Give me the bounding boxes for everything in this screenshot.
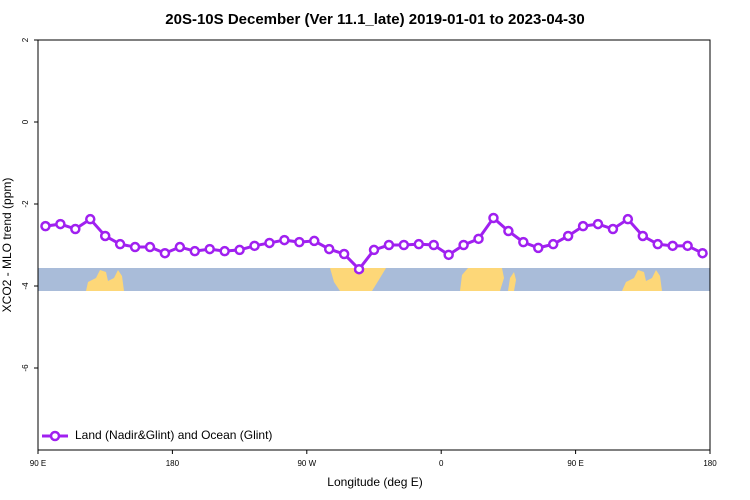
land-ocean-strip bbox=[38, 268, 710, 291]
point bbox=[85, 213, 96, 225]
x-tick-label: 180 bbox=[166, 459, 180, 468]
legend-marker bbox=[49, 430, 61, 442]
x-tick-label: 90 E bbox=[30, 459, 46, 468]
point bbox=[488, 212, 499, 224]
x-tick-label: 90 W bbox=[297, 459, 316, 468]
point bbox=[323, 243, 335, 255]
x-tick-label: 90 E bbox=[567, 459, 583, 468]
point bbox=[144, 241, 156, 253]
point bbox=[577, 220, 589, 232]
point bbox=[667, 240, 678, 252]
point bbox=[129, 241, 141, 253]
point bbox=[473, 233, 484, 245]
point bbox=[114, 238, 126, 250]
y-tick-label: -2 bbox=[21, 200, 30, 208]
point bbox=[159, 247, 171, 259]
point bbox=[622, 213, 634, 225]
chart-title: 20S-10S December (Ver 11.1_late) 2019-01… bbox=[165, 11, 584, 28]
point bbox=[398, 239, 410, 251]
y-tick-label: 0 bbox=[21, 119, 30, 124]
point bbox=[428, 239, 439, 251]
point bbox=[562, 230, 574, 242]
point bbox=[413, 238, 425, 250]
point bbox=[353, 263, 365, 275]
y-tick-label: 2 bbox=[21, 37, 30, 42]
point bbox=[234, 244, 245, 256]
x-axis-label: Longitude (deg E) bbox=[327, 475, 422, 489]
point bbox=[503, 225, 514, 237]
point bbox=[189, 245, 201, 257]
point bbox=[249, 240, 260, 252]
plot-frame bbox=[37, 39, 711, 451]
point bbox=[99, 230, 111, 242]
point bbox=[533, 242, 544, 254]
point bbox=[697, 247, 708, 259]
point bbox=[592, 218, 604, 230]
point bbox=[547, 238, 559, 250]
y-axis-label: XCO2 - MLO trend (ppm) bbox=[0, 178, 14, 313]
point bbox=[607, 223, 619, 235]
y-tick-label: -6 bbox=[21, 364, 30, 372]
x-tick-label: 180 bbox=[703, 459, 717, 468]
point bbox=[219, 245, 230, 257]
point bbox=[40, 220, 51, 232]
point bbox=[518, 236, 529, 248]
point bbox=[338, 248, 350, 260]
point bbox=[264, 237, 275, 249]
point bbox=[458, 239, 469, 251]
point bbox=[652, 238, 663, 250]
point bbox=[682, 240, 693, 252]
x-tick-label: 0 bbox=[439, 459, 444, 468]
point bbox=[70, 223, 81, 235]
series-line bbox=[45, 215, 704, 272]
point bbox=[55, 218, 66, 230]
point bbox=[368, 244, 380, 256]
point bbox=[637, 230, 649, 242]
point bbox=[279, 234, 290, 246]
point bbox=[443, 249, 454, 261]
y-tick-label: -4 bbox=[21, 282, 30, 290]
legend-label: Land (Nadir&Glint) and Ocean (Glint) bbox=[75, 428, 272, 442]
point bbox=[309, 235, 320, 247]
point bbox=[204, 243, 215, 255]
point bbox=[294, 236, 305, 248]
point bbox=[174, 241, 186, 253]
point bbox=[383, 239, 395, 251]
